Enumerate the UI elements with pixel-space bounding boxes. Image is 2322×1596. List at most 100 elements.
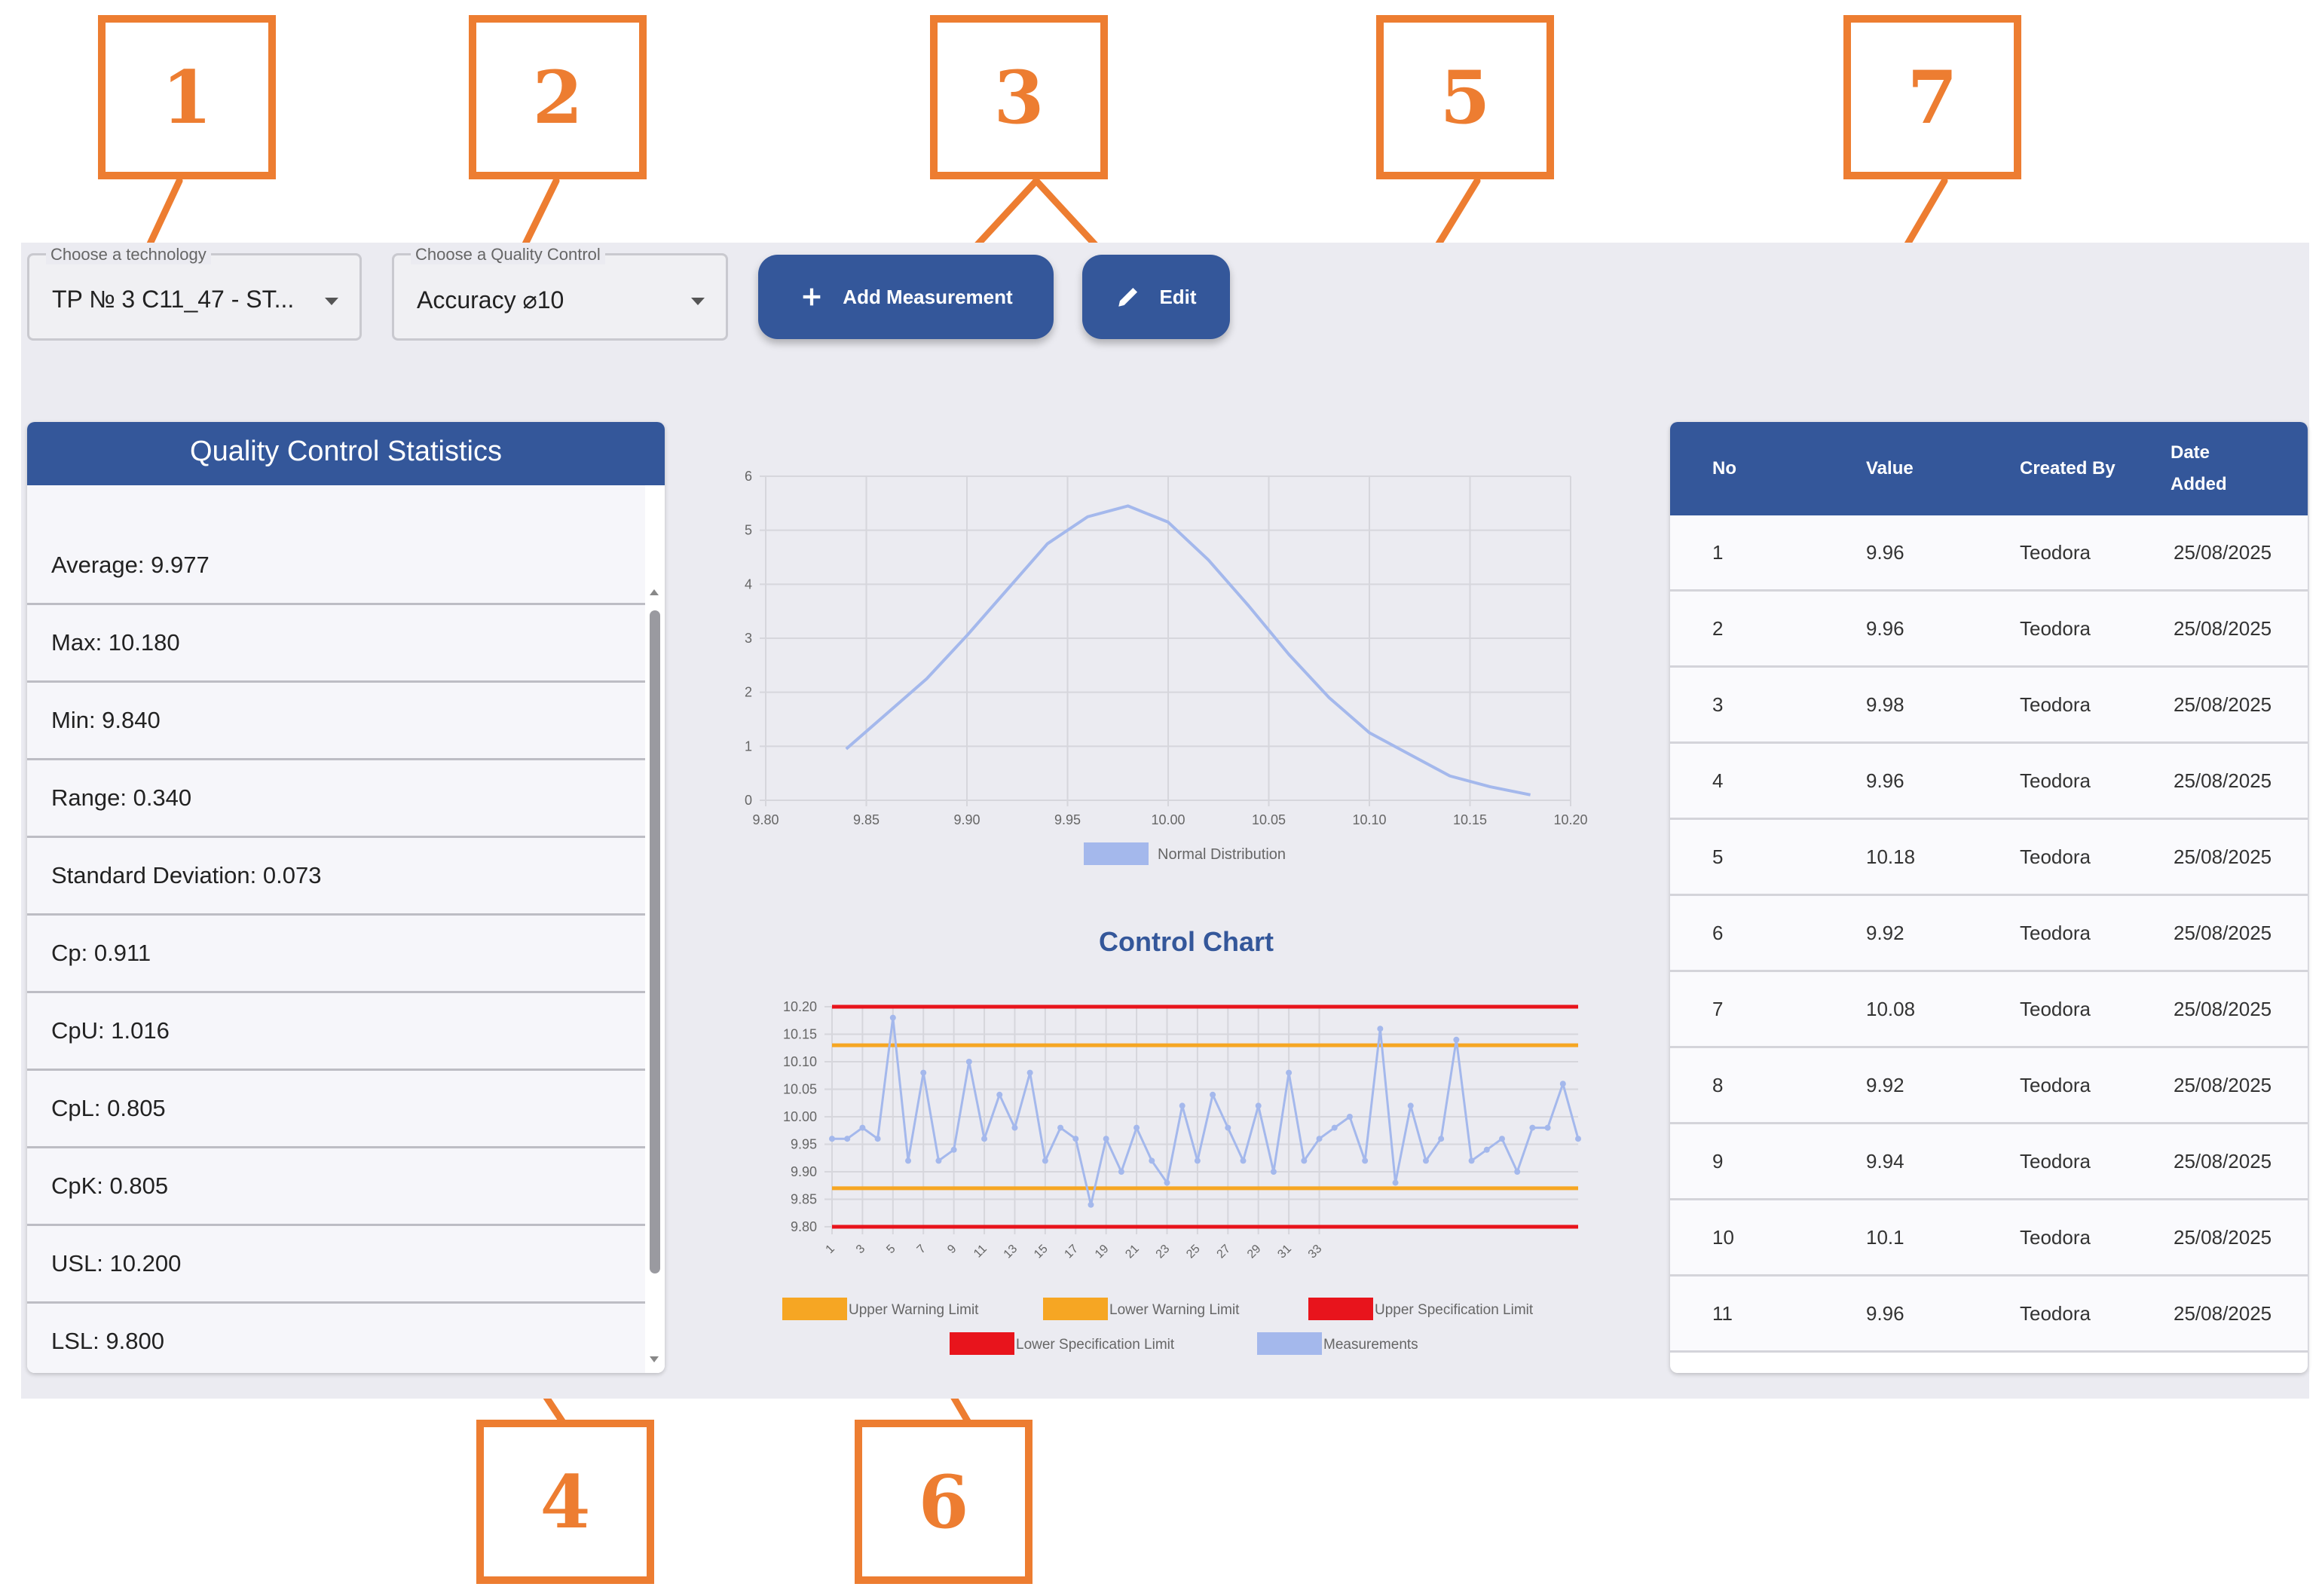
measurement-point — [1422, 1157, 1429, 1164]
measurement-point — [1559, 1081, 1566, 1087]
table-row[interactable]: 5 10.18 Teodora 25/08/2025 — [1670, 820, 2308, 896]
pencil-icon — [1118, 287, 1138, 307]
x-tick-label: 7 — [915, 1243, 928, 1256]
measurement-point — [1529, 1124, 1536, 1131]
quality-control-select-legend: Choose a Quality Control — [411, 245, 605, 264]
table-row[interactable]: 6 9.92 Teodora 25/08/2025 — [1670, 896, 2308, 972]
stats-item-usl: USL: 10.200 — [27, 1226, 645, 1304]
edit-label: Edit — [1159, 285, 1197, 308]
y-tick-label: 6 — [745, 469, 752, 484]
cell-no: 4 — [1712, 769, 1724, 792]
measurement-point — [1057, 1124, 1064, 1131]
x-tick-label: 25 — [1184, 1243, 1203, 1261]
control-chart: Control Chart 9.80 9.85 9.90 9.95 10.00 10.05 1… — [782, 926, 1581, 1355]
table-row[interactable]: 8 9.92 Teodora 25/08/2025 — [1670, 1048, 2308, 1124]
x-tick-label: 10.05 — [1252, 812, 1286, 827]
measurement-point — [1103, 1136, 1109, 1142]
column-header-no: No — [1712, 458, 1736, 478]
measurement-point — [950, 1146, 957, 1153]
measurement-point — [1407, 1102, 1414, 1109]
cell-created-by: Teodora — [2020, 616, 2091, 640]
measurement-point — [996, 1091, 1003, 1098]
measurement-point — [1210, 1091, 1216, 1098]
measurement-point — [844, 1136, 851, 1142]
cell-value: 9.92 — [1866, 1073, 1904, 1096]
measurement-point — [1179, 1102, 1185, 1109]
measurement-point — [1377, 1026, 1384, 1032]
table-row[interactable]: 4 9.96 Teodora 25/08/2025 — [1670, 744, 2308, 820]
technology-select-legend: Choose a technology — [46, 245, 211, 264]
x-tick-label: 10.15 — [1453, 812, 1487, 827]
edit-button[interactable]: Edit — [1082, 255, 1230, 339]
scroll-up-arrow-icon[interactable] — [650, 589, 659, 595]
stats-item-range: Range: 0.340 — [27, 760, 645, 838]
x-tick-label: 15 — [1032, 1243, 1051, 1261]
cell-value: 10.08 — [1866, 997, 1916, 1020]
cell-date-added: 25/08/2025 — [2174, 616, 2272, 640]
cell-no: 2 — [1712, 616, 1724, 640]
quality-control-select[interactable]: Choose a Quality Control Accuracy ⌀10 — [392, 245, 728, 341]
column-header-created-by: Created By — [2020, 458, 2115, 478]
y-tick-label: 10.10 — [783, 1054, 817, 1069]
cell-value: 9.96 — [1866, 769, 1904, 792]
legend-label: Lower Specification Limit — [1016, 1337, 1175, 1353]
callout-4: 4 — [476, 1420, 654, 1584]
column-header-value: Value — [1866, 458, 1914, 478]
cell-date-added: 25/08/2025 — [2174, 845, 2272, 868]
quality-control-select-value: Accuracy ⌀10 — [417, 286, 564, 313]
table-row[interactable]: 7 10.08 Teodora 25/08/2025 — [1670, 972, 2308, 1048]
stats-item-cpk: CpK: 0.805 — [27, 1148, 645, 1226]
cell-created-by: Teodora — [2020, 540, 2091, 564]
cell-date-added: 25/08/2025 — [2174, 997, 2272, 1020]
cell-value: 9.96 — [1866, 540, 1904, 564]
x-tick-label: 17 — [1062, 1243, 1081, 1261]
cell-value: 9.98 — [1866, 693, 1904, 716]
x-tick-label: 9.95 — [1054, 812, 1081, 827]
cell-value: 10.18 — [1866, 845, 1916, 868]
measurement-point — [1255, 1102, 1262, 1109]
scroll-down-arrow-icon[interactable] — [650, 1356, 659, 1362]
y-tick-label: 0 — [745, 793, 752, 808]
x-tick-label: 23 — [1154, 1243, 1173, 1261]
cell-date-added: 25/08/2025 — [2174, 693, 2272, 716]
table-row[interactable]: 3 9.98 Teodora 25/08/2025 — [1670, 668, 2308, 744]
table-row[interactable]: 1 9.96 Teodora 25/08/2025 — [1670, 515, 2308, 592]
callout-2-line — [519, 177, 560, 252]
technology-select[interactable]: Choose a technology TP № 3 C11_47 - ST..… — [27, 245, 362, 341]
add-measurement-button[interactable]: Add Measurement — [758, 255, 1054, 339]
y-tick-label: 5 — [745, 523, 752, 538]
y-tick-label: 2 — [745, 685, 752, 700]
normal-distribution-line — [845, 504, 1531, 796]
column-header-date-added: Date Added — [2171, 442, 2227, 494]
cell-value: 9.92 — [1866, 921, 1904, 944]
measurement-point — [981, 1136, 988, 1142]
y-tick-label: 9.90 — [791, 1164, 817, 1179]
cell-created-by: Teodora — [2020, 769, 2091, 792]
legend-swatch — [782, 1298, 847, 1320]
cell-date-added: 25/08/2025 — [2174, 921, 2272, 944]
measurements-line — [832, 1017, 1580, 1206]
x-tick-label: 19 — [1093, 1243, 1112, 1261]
y-tick-label: 9.80 — [791, 1219, 817, 1234]
x-tick-label: 27 — [1215, 1243, 1234, 1261]
legend-swatch — [1257, 1332, 1322, 1355]
table-body: 1 9.96 Teodora 25/08/2025 2 9.96 Teodora 25/08/… — [1670, 515, 2308, 1353]
cell-no: 7 — [1712, 997, 1724, 1020]
table-row[interactable]: 9 9.94 Teodora 25/08/2025 — [1670, 1124, 2308, 1200]
measurement-point — [965, 1059, 972, 1065]
table-row[interactable]: 10 10.1 Teodora 25/08/2025 — [1670, 1200, 2308, 1276]
measurement-point — [1544, 1124, 1551, 1131]
measurement-point — [935, 1157, 942, 1164]
measurement-point — [1149, 1157, 1155, 1164]
stats-scrollbar-thumb[interactable] — [650, 610, 660, 1273]
measurement-point — [1483, 1146, 1490, 1153]
stats-item-cpl: CpL: 0.805 — [27, 1071, 645, 1148]
callout-3: 3 — [930, 15, 1108, 179]
legend-label: Measurements — [1323, 1337, 1418, 1353]
x-tick-label: 11 — [971, 1243, 990, 1261]
cell-created-by: Teodora — [2020, 693, 2091, 716]
table-row[interactable]: 2 9.96 Teodora 25/08/2025 — [1670, 592, 2308, 668]
measurement-point — [1575, 1136, 1581, 1142]
stats-scrollbar[interactable] — [645, 485, 665, 1373]
table-row[interactable]: 11 9.96 Teodora 25/08/2025 — [1670, 1276, 2308, 1353]
